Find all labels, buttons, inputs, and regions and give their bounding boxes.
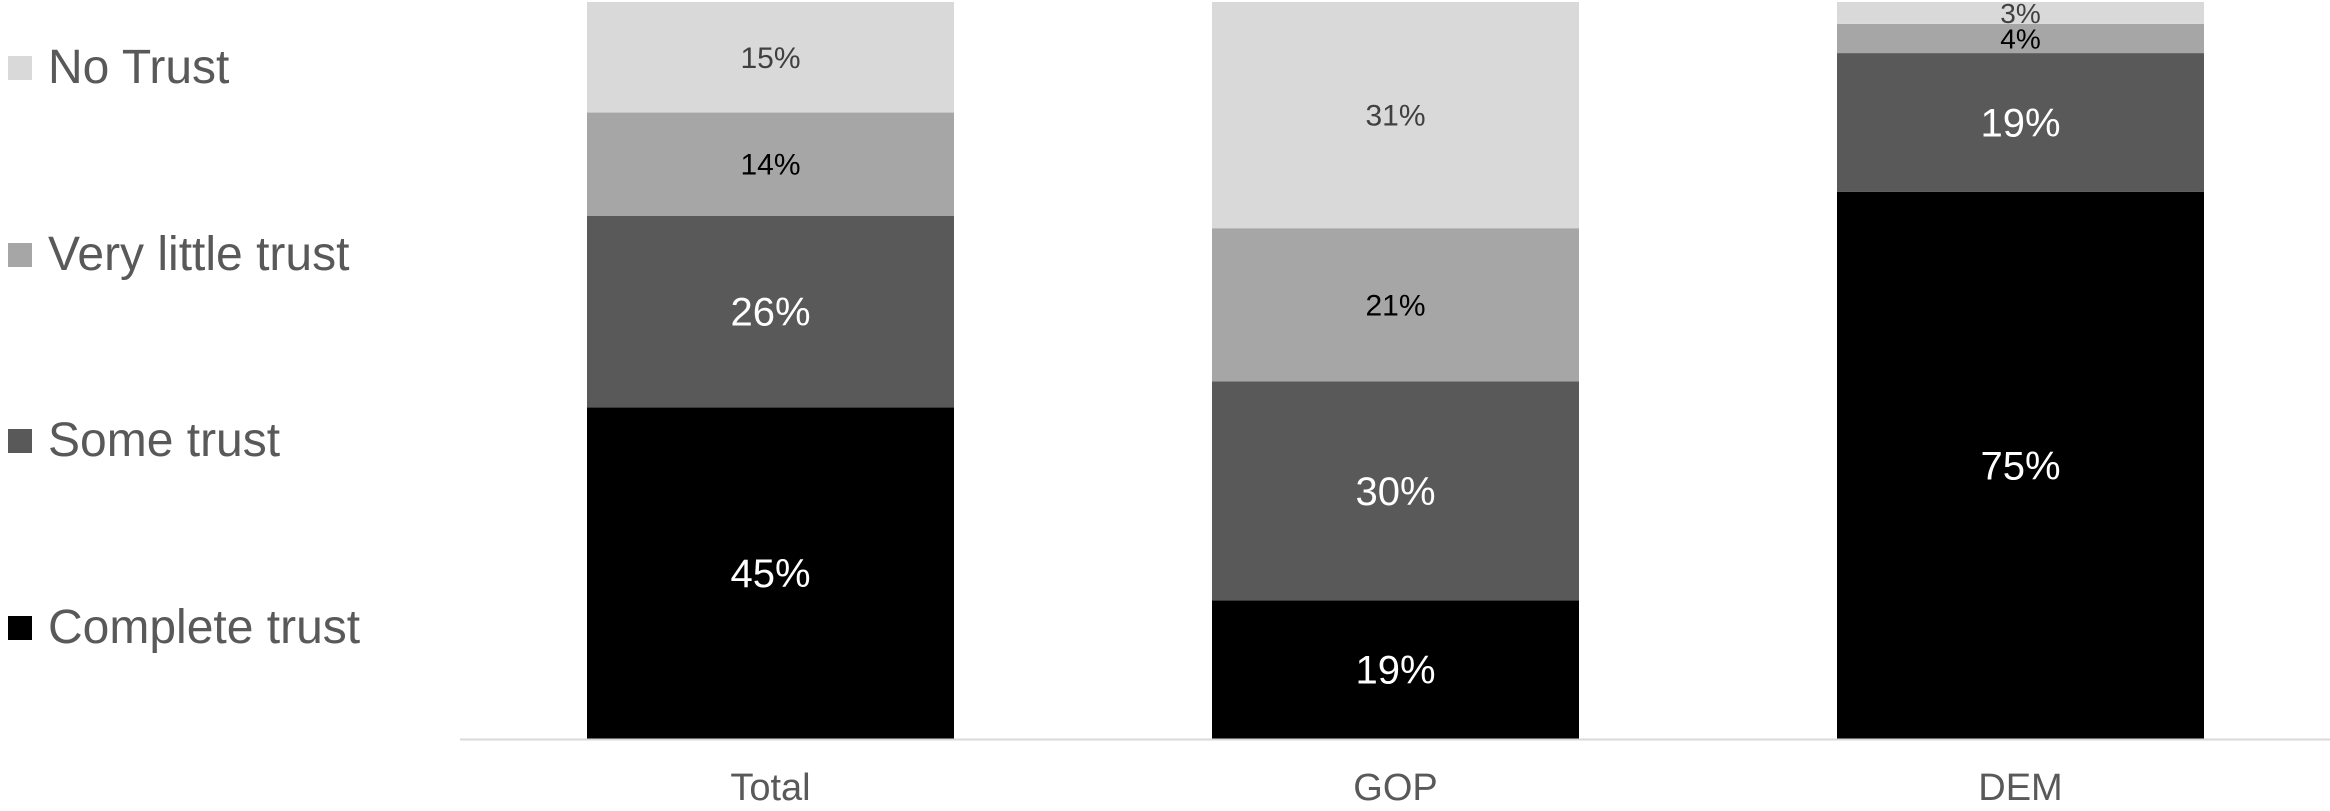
bar-dem-very-little-trust bbox=[1837, 23, 2204, 54]
x-tick-label-gop: GOP bbox=[1353, 767, 1437, 809]
data-label-dem-no-trust: 3% bbox=[2000, 0, 2040, 29]
data-label-total-some-trust: 26% bbox=[730, 291, 810, 335]
legend-label-no-trust: No Trust bbox=[48, 41, 230, 94]
legend-item-very-little-trust: Very little trust bbox=[8, 227, 349, 282]
bar-total-very-little-trust bbox=[587, 112, 954, 216]
data-label-gop-some-trust: 30% bbox=[1355, 470, 1435, 514]
chart-legend: No Trust Very little trust Some trust Co… bbox=[8, 0, 448, 811]
data-label-dem-very-little-trust: 4% bbox=[2000, 23, 2040, 54]
bar-dem-some-trust bbox=[1837, 53, 2204, 192]
legend-label-complete-trust: Complete trust bbox=[48, 601, 361, 654]
legend-swatch-complete-trust bbox=[8, 615, 32, 640]
bar-gop-no-trust bbox=[1212, 1, 1579, 229]
data-label-dem-some-trust: 19% bbox=[1980, 101, 2060, 145]
legend-item-no-trust: No Trust bbox=[8, 40, 229, 95]
data-label-total-very-little-trust: 14% bbox=[740, 149, 800, 182]
legend-label-some-trust: Some trust bbox=[48, 414, 281, 467]
data-label-total-no-trust: 15% bbox=[740, 42, 800, 75]
bar-total-some-trust bbox=[587, 215, 954, 408]
data-label-gop-complete-trust: 19% bbox=[1355, 649, 1435, 693]
bar-total-no-trust bbox=[587, 2, 954, 113]
bar-gop-some-trust bbox=[1212, 381, 1579, 601]
x-tick-label-dem: DEM bbox=[1978, 767, 2062, 809]
bar-gop-complete-trust bbox=[1212, 600, 1579, 739]
legend-swatch-very-little-trust bbox=[8, 242, 32, 267]
data-label-dem-complete-trust: 75% bbox=[1980, 444, 2060, 488]
x-tick-label-total: Total bbox=[730, 767, 810, 809]
bar-total-complete-trust bbox=[587, 407, 954, 739]
bar-dem-complete-trust bbox=[1837, 191, 2204, 739]
legend-label-very-little-trust: Very little trust bbox=[48, 228, 350, 281]
legend-swatch-some-trust bbox=[8, 428, 32, 453]
data-label-total-complete-trust: 45% bbox=[730, 552, 810, 596]
legend-item-complete-trust: Complete trust bbox=[8, 600, 360, 655]
legend-item-some-trust: Some trust bbox=[8, 413, 280, 468]
bar-gop-very-little-trust bbox=[1212, 228, 1579, 382]
data-label-gop-very-little-trust: 21% bbox=[1365, 289, 1425, 322]
bar-dem-no-trust bbox=[1837, 1, 2204, 24]
legend-swatch-no-trust bbox=[8, 55, 32, 80]
data-label-gop-no-trust: 31% bbox=[1365, 100, 1425, 133]
